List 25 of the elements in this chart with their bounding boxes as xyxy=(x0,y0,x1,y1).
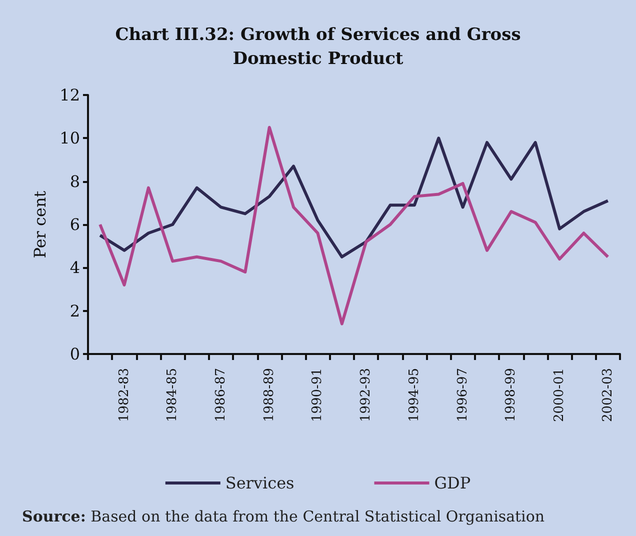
x-tick-label: 2002-03 xyxy=(600,368,616,422)
y-tick-label: 10 xyxy=(60,128,80,148)
y-tick-label: 12 xyxy=(60,86,80,104)
x-tick-label: 1994-95 xyxy=(406,368,422,422)
y-tick-label: 0 xyxy=(70,344,80,364)
x-tick-label: 1988-89 xyxy=(262,368,277,422)
x-tick-label: 1990-91 xyxy=(310,368,326,422)
source-note: Source: Based on the data from the Central Statistical Organisation xyxy=(22,508,545,526)
y-tick-label: 2 xyxy=(70,301,80,320)
line-series xyxy=(98,126,610,326)
x-tick-label: 1996-97 xyxy=(455,368,470,422)
x-tick-label: 1998-99 xyxy=(504,368,519,422)
x-tick-label: 1992-93 xyxy=(358,368,374,422)
line-series xyxy=(98,136,610,258)
legend-label: GDP xyxy=(434,474,471,492)
y-axis-title: Per cent xyxy=(30,190,50,258)
x-tick-label: 2000-01 xyxy=(552,368,568,422)
y-tick-label: 8 xyxy=(70,172,80,191)
x-tick-label: 1986-87 xyxy=(214,368,228,422)
chart-title: Chart III.32: Growth of Services and Gross Domestic Product xyxy=(115,25,521,69)
x-tick-label: 1982-83 xyxy=(116,368,132,422)
x-tick-label: 1984-85 xyxy=(165,368,180,422)
y-tick-label: 6 xyxy=(70,215,80,234)
y-tick-label: 4 xyxy=(70,258,80,278)
legend-label: Services xyxy=(225,474,294,492)
